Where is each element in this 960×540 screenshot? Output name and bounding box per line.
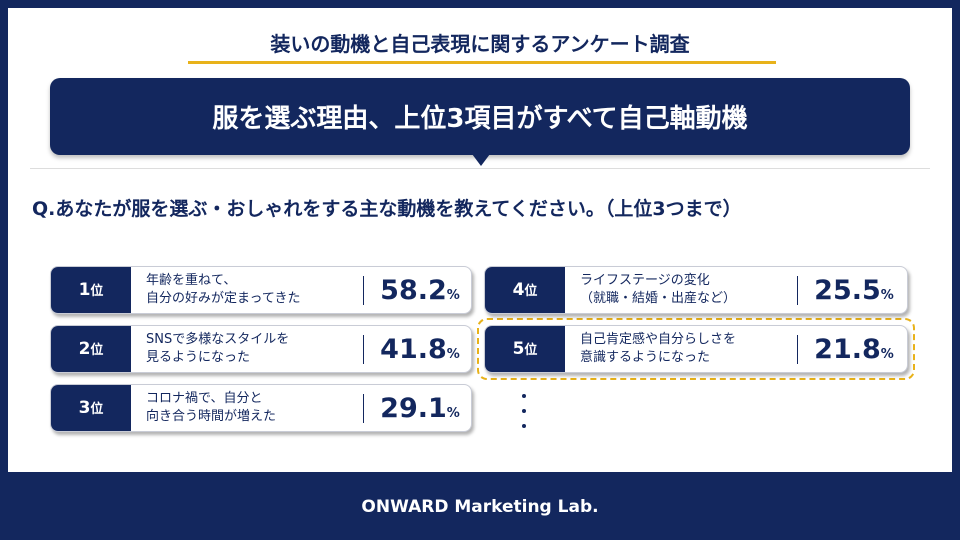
percentage-unit: % bbox=[446, 406, 460, 421]
pointer bbox=[472, 154, 490, 166]
rank-badge: 3位 bbox=[51, 385, 131, 431]
ranking-card: 1位 年齢を重ねて、 自分の好みが定まってきた 58.2% bbox=[50, 266, 472, 314]
percentage: 21.8% bbox=[805, 334, 903, 365]
reason-line: 自分の好みが定まってきた bbox=[146, 291, 301, 306]
rank-badge: 2位 bbox=[51, 326, 131, 372]
reason-line: コロナ禍で、自分と bbox=[146, 391, 263, 406]
ellipsis-dot bbox=[522, 394, 526, 398]
separator bbox=[797, 335, 798, 364]
reason-line: 見るようになった bbox=[146, 350, 251, 365]
reason: 自己肯定感や自分らしさを 意識するようになった bbox=[580, 331, 736, 367]
separator bbox=[363, 394, 364, 423]
separator bbox=[797, 276, 798, 305]
rank-badge: 1位 bbox=[51, 267, 131, 313]
reason: SNSで多様なスタイルを 見るようになった bbox=[146, 331, 289, 367]
rank-number: 1 bbox=[78, 280, 91, 300]
survey-title: 装いの動機と自己表現に関するアンケート調査 bbox=[270, 32, 690, 56]
percentage: 29.1% bbox=[371, 393, 469, 424]
percentage: 58.2% bbox=[371, 275, 469, 306]
separator bbox=[363, 335, 364, 364]
question: Q.あなたが服を選ぶ・おしゃれをする主な動機を教えてください。（上位3つまで） bbox=[32, 198, 742, 220]
percentage: 25.5% bbox=[805, 275, 903, 306]
reason-line: 意識するようになった bbox=[580, 350, 711, 365]
rank-number: 2 bbox=[78, 339, 91, 359]
rank-unit: 位 bbox=[90, 343, 104, 358]
headline-box bbox=[50, 78, 910, 155]
divider bbox=[30, 168, 930, 169]
percentage-value: 58.2 bbox=[380, 275, 447, 306]
rank-unit: 位 bbox=[90, 402, 104, 417]
percentage-value: 21.8 bbox=[814, 334, 881, 365]
highlight-frame bbox=[477, 318, 915, 380]
footer: ONWARD Marketing Lab. bbox=[361, 497, 599, 517]
rank-unit: 位 bbox=[524, 343, 538, 358]
ellipsis-dot bbox=[522, 409, 526, 413]
rank-unit: 位 bbox=[90, 284, 104, 299]
reason-line: 向き合う時間が増えた bbox=[146, 409, 277, 424]
title-underline bbox=[188, 61, 776, 64]
rank-badge: 5位 bbox=[485, 326, 565, 372]
percentage-unit: % bbox=[880, 347, 894, 362]
rank-badge: 4位 bbox=[485, 267, 565, 313]
percentage-value: 29.1 bbox=[380, 393, 447, 424]
ranking-card: 4位 ライフステージの変化 （就職・結婚・出産など） 25.5% bbox=[484, 266, 908, 314]
percentage-unit: % bbox=[446, 288, 460, 303]
ranking-card: 5位 自己肯定感や自分らしさを 意識するようになった 21.8% bbox=[484, 325, 908, 373]
rank-number: 4 bbox=[512, 280, 525, 300]
reason-line: 年齢を重ねて、 bbox=[146, 273, 237, 288]
ellipsis-dot bbox=[522, 424, 526, 428]
rank-number: 3 bbox=[78, 398, 91, 418]
separator bbox=[363, 276, 364, 305]
reason: ライフステージの変化 （就職・結婚・出産など） bbox=[580, 272, 736, 308]
rank-number: 5 bbox=[512, 339, 525, 359]
percentage-value: 41.8 bbox=[380, 334, 447, 365]
percentage-unit: % bbox=[880, 288, 894, 303]
percentage: 41.8% bbox=[371, 334, 469, 365]
ranking-card: 3位 コロナ禍で、自分と 向き合う時間が増えた 29.1% bbox=[50, 384, 472, 432]
reason: 年齢を重ねて、自分の好みが定まってきた bbox=[146, 272, 300, 308]
rank-unit: 位 bbox=[524, 284, 538, 299]
reason: コロナ禍で、自分と 向き合う時間が増えた bbox=[146, 390, 276, 426]
reason-line: 自己肯定感や自分らしさを bbox=[580, 332, 737, 347]
percentage-unit: % bbox=[446, 347, 460, 362]
reason-line: SNSで多様なスタイルを bbox=[146, 332, 290, 347]
ranking-card: 2位 SNSで多様なスタイルを 見るようになった 41.8% bbox=[50, 325, 472, 373]
headline: 服を選ぶ理由、上位3項目がすべて自己軸動機 bbox=[212, 104, 748, 134]
reason-line: （就職・結婚・出産など） bbox=[580, 291, 737, 306]
percentage-value: 25.5 bbox=[814, 275, 881, 306]
reason-line: ライフステージの変化 bbox=[580, 273, 710, 288]
